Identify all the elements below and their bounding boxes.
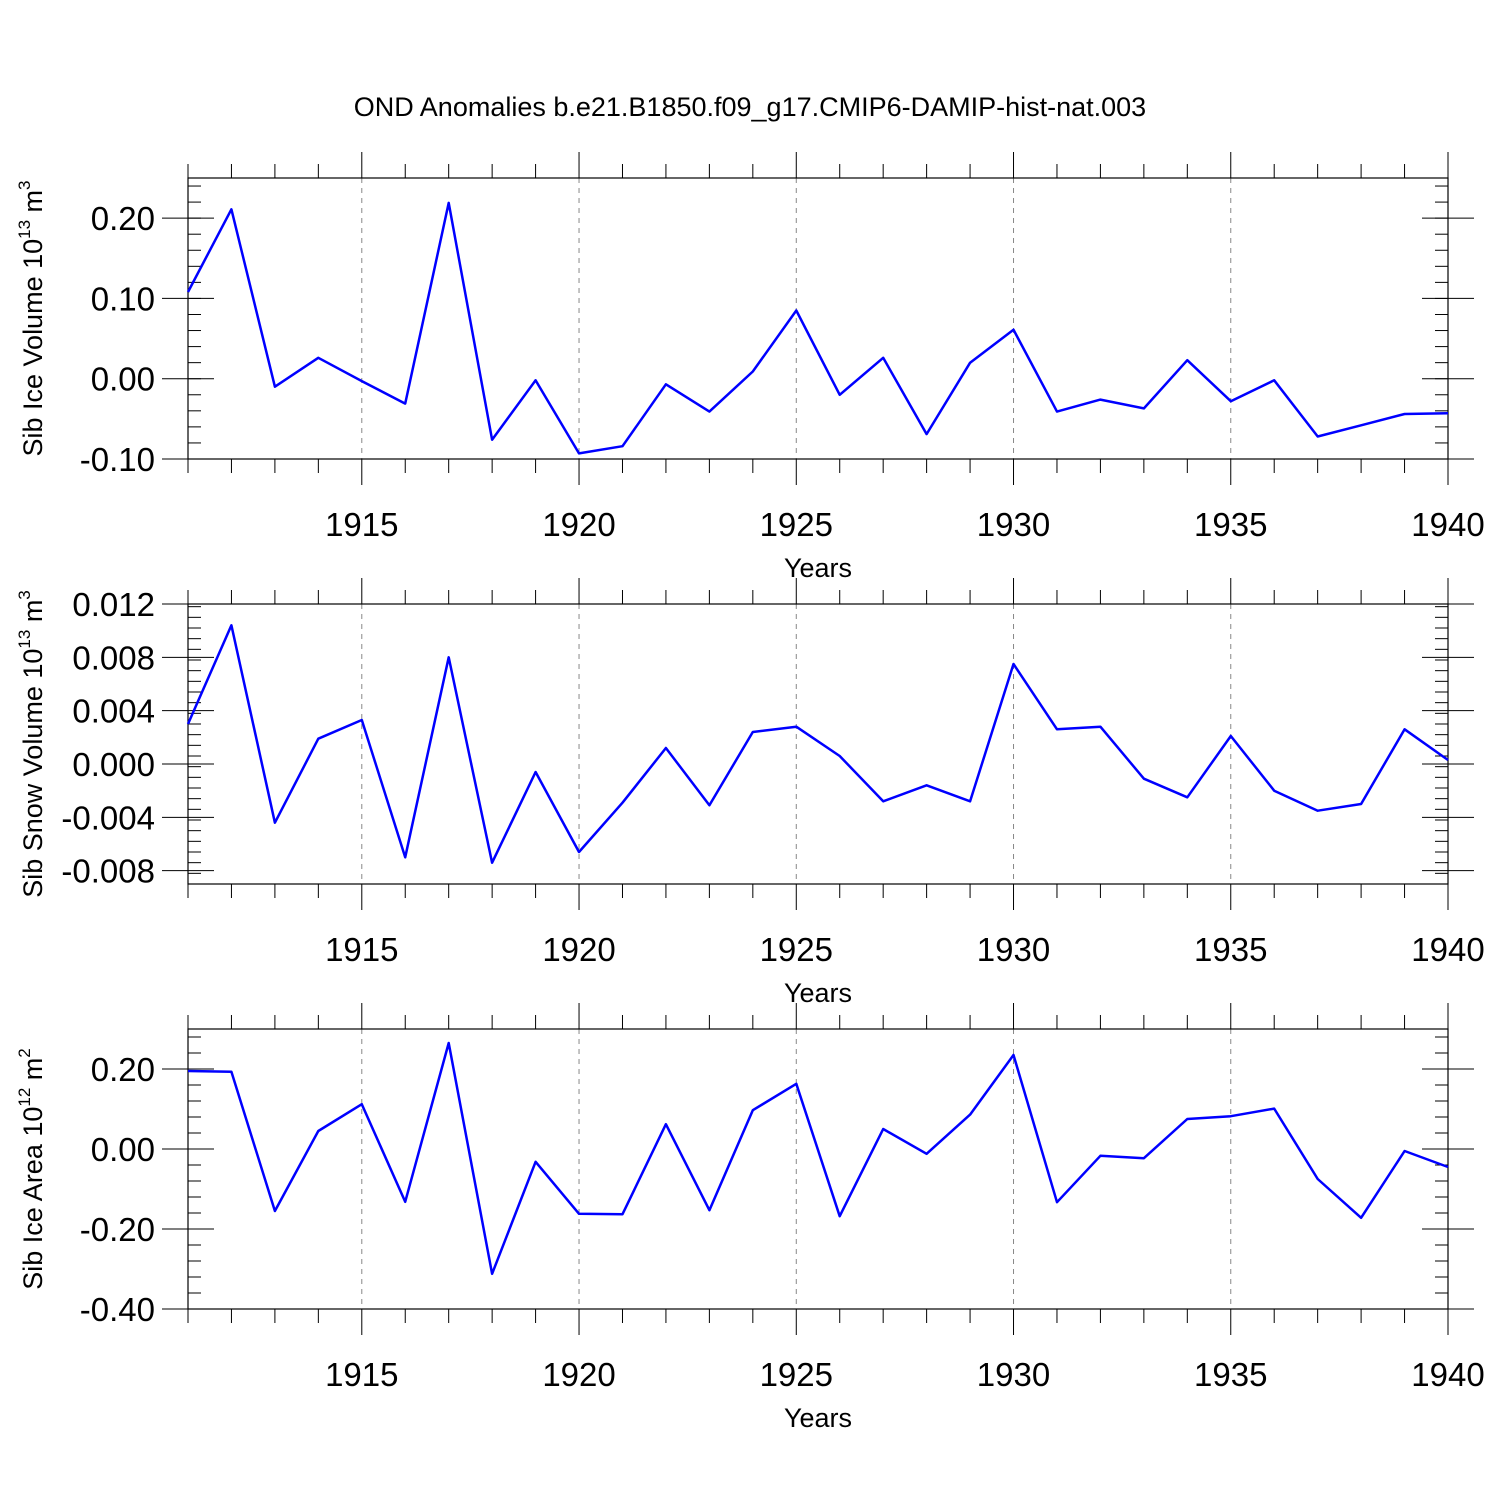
plot-frame xyxy=(187,1028,1449,1310)
y-tick-label: 0.00 xyxy=(91,1131,155,1168)
series-line xyxy=(186,624,1449,864)
panel-3: -0.40 -0.20 0.00 0.20 1915 1920 1925 1930 1935 19… xyxy=(15,1003,1485,1433)
panel-1: -0.10 0.00 0.10 0.20 1915 1920 1925 1930 1935 194… xyxy=(15,152,1485,583)
x-axis-label: Years xyxy=(784,1403,852,1433)
y-tick-label: 0.008 xyxy=(72,639,155,676)
x-tick-label: 1920 xyxy=(542,931,615,968)
y-axis-label: Sib Ice Area 1012 m2 xyxy=(15,1048,48,1290)
x-tick-label: 1920 xyxy=(542,1356,615,1393)
x-tick-label: 1935 xyxy=(1194,506,1267,543)
y-tick-label: 0.00 xyxy=(91,361,155,398)
x-tick-label: 1940 xyxy=(1411,931,1484,968)
x-tick-label: 1940 xyxy=(1411,1356,1484,1393)
x-tick-label: 1935 xyxy=(1194,931,1267,968)
y-tick-label: 0.012 xyxy=(72,586,155,623)
series-line xyxy=(187,1041,1449,1276)
x-tick-label: 1915 xyxy=(325,931,398,968)
y-tick-label: -0.10 xyxy=(80,441,155,478)
plot-frame xyxy=(187,177,1449,460)
chart-title: OND Anomalies b.e21.B1850.f09_g17.CMIP6-… xyxy=(354,92,1146,122)
x-tick-label: 1935 xyxy=(1194,1356,1267,1393)
x-tick-label: 1915 xyxy=(325,506,398,543)
y-tick-label: -0.20 xyxy=(80,1211,155,1248)
x-tick-label: 1930 xyxy=(977,931,1050,968)
y-tick-label: 0.20 xyxy=(91,200,155,237)
y-axis-label: Sib Ice Volume 1013 m3 xyxy=(15,180,48,456)
x-tick-label: 1925 xyxy=(760,506,833,543)
plot-frame xyxy=(187,603,1449,885)
y-tick-label: 0.000 xyxy=(72,746,155,783)
series-line xyxy=(186,201,1449,455)
x-tick-label: 1920 xyxy=(542,506,615,543)
x-tick-label: 1925 xyxy=(760,1356,833,1393)
y-tick-label: 0.004 xyxy=(72,693,155,730)
y-tick-label: -0.40 xyxy=(80,1291,155,1328)
x-tick-label: 1925 xyxy=(760,931,833,968)
panel-2: -0.008 -0.004 0.000 0.004 0.008 0.012 1915 1920… xyxy=(15,578,1485,1008)
x-tick-label: 1930 xyxy=(977,506,1050,543)
y-tick-label: -0.004 xyxy=(61,799,155,836)
chart-panels: -0.10 0.00 0.10 0.20 1915 1920 1925 1930 1935 194… xyxy=(15,152,1485,1433)
x-tick-label: 1940 xyxy=(1411,506,1484,543)
y-axis-label: Sib Snow Volume 1013 m3 xyxy=(15,590,48,898)
x-axis-label: Years xyxy=(784,978,852,1008)
y-tick-label: 0.10 xyxy=(91,280,155,317)
y-tick-label: 0.20 xyxy=(91,1051,155,1088)
x-tick-label: 1915 xyxy=(325,1356,398,1393)
y-tick-label: -0.008 xyxy=(61,853,155,890)
x-axis-label: Years xyxy=(784,553,852,583)
x-tick-label: 1930 xyxy=(977,1356,1050,1393)
